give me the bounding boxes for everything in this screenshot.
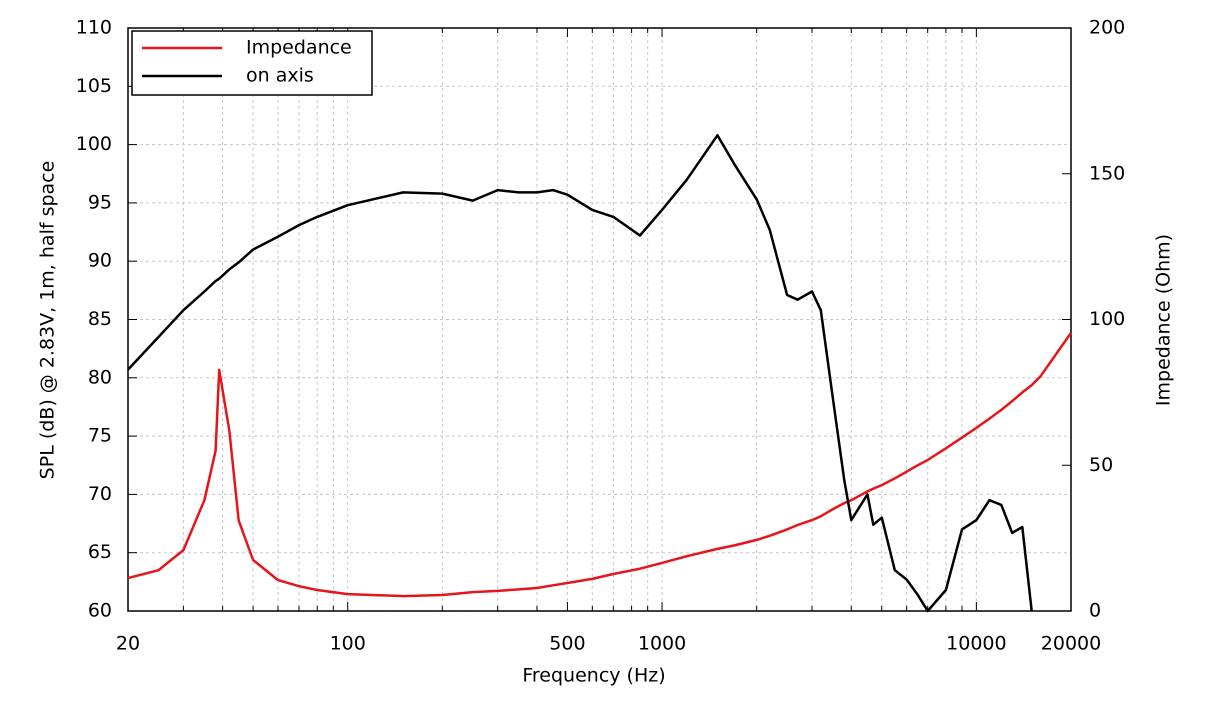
legend-label: on axis	[246, 65, 314, 87]
y2-tick-label: 50	[1089, 454, 1113, 476]
y-tick-label: 100	[76, 133, 112, 155]
y-tick-label: 75	[88, 425, 112, 447]
y2-tick-label: 200	[1089, 17, 1125, 39]
y2-axis-label: Impedance (Ohm)	[1153, 234, 1175, 406]
x-tick-label: 10000	[946, 633, 1006, 655]
y-tick-label: 80	[88, 366, 112, 388]
y2-tick-label: 100	[1089, 308, 1125, 330]
x-axis-label: Frequency (Hz)	[522, 665, 665, 687]
y-tick-label: 95	[88, 191, 112, 213]
x-tick-label: 20	[116, 633, 140, 655]
y-tick-label: 85	[88, 308, 112, 330]
legend-label: Impedance	[246, 37, 352, 59]
series-line	[127, 332, 1073, 598]
y-tick-label: 90	[88, 250, 112, 272]
plot-frame	[127, 27, 1072, 612]
x-tick-label: 20000	[1041, 633, 1101, 655]
legend-box	[131, 30, 373, 96]
y-tick-label: 60	[88, 600, 112, 622]
y2-tick-label: 150	[1089, 162, 1125, 184]
x-tick-label: 1000	[638, 633, 686, 655]
y-tick-label: 65	[88, 541, 112, 563]
x-tick-label: 100	[330, 633, 366, 655]
y-axis-label: SPL (dB) @ 2.83V, 1m, half space	[37, 161, 59, 480]
y-tick-label: 110	[76, 17, 112, 39]
series-line	[127, 134, 1033, 613]
y-tick-label: 105	[76, 75, 112, 97]
y-tick-label: 70	[88, 483, 112, 505]
y2-tick-label: 0	[1089, 600, 1101, 622]
x-tick-label: 500	[549, 633, 585, 655]
